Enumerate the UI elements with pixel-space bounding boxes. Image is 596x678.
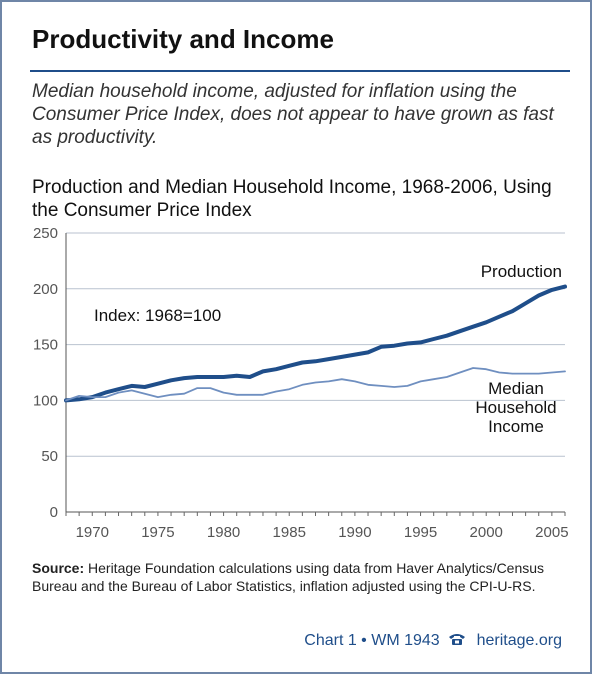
footer-credit: Chart 1 • WM 1943 heritage.org xyxy=(304,632,562,650)
series-label-production: Production xyxy=(481,262,562,281)
y-tick-label: 0 xyxy=(50,504,58,521)
page-title: Productivity and Income xyxy=(32,24,334,54)
chart-reference: Chart 1 • WM 1943 xyxy=(304,632,440,649)
source-label: Source: xyxy=(32,560,85,576)
index-annotation: Index: 1968=100 xyxy=(94,306,221,325)
y-tick-label: 200 xyxy=(33,281,58,298)
series-line-production xyxy=(64,284,567,403)
line-chart: 0 50 100 150 200 250 1970 1975 1980 1985 1990 1995 2… xyxy=(33,225,569,541)
series-label-median-income: Median Household Income xyxy=(475,379,556,436)
series-line-median-income xyxy=(65,367,566,402)
site-link[interactable]: heritage.org xyxy=(476,632,562,649)
x-tick-label: 1990 xyxy=(338,524,371,541)
series-label-line: Household xyxy=(475,398,556,417)
x-tick-label: 2005 xyxy=(535,524,568,541)
source-note: Source: Heritage Foundation calculations… xyxy=(32,559,572,595)
page-subtitle: Median household income, adjusted for in… xyxy=(32,81,554,148)
series-label-line: Median xyxy=(488,379,544,398)
y-tick-label: 100 xyxy=(33,392,58,409)
y-tick-label: 250 xyxy=(33,225,58,242)
source-text: Heritage Foundation calculations using d… xyxy=(32,560,545,594)
chart-title: Production and Median Household Income, … xyxy=(32,177,552,221)
title-divider xyxy=(30,70,570,72)
x-tick-label: 2000 xyxy=(470,524,503,541)
x-tick-label: 1995 xyxy=(404,524,437,541)
y-tick-label: 50 xyxy=(41,448,58,465)
telephone-icon xyxy=(449,634,466,645)
x-tick-label: 1985 xyxy=(273,524,306,541)
series-label-line: Income xyxy=(488,417,544,436)
x-tick-label: 1970 xyxy=(76,524,109,541)
y-tick-label: 150 xyxy=(33,337,58,354)
x-tick-label: 1980 xyxy=(207,524,240,541)
x-tick-label: 1975 xyxy=(141,524,174,541)
